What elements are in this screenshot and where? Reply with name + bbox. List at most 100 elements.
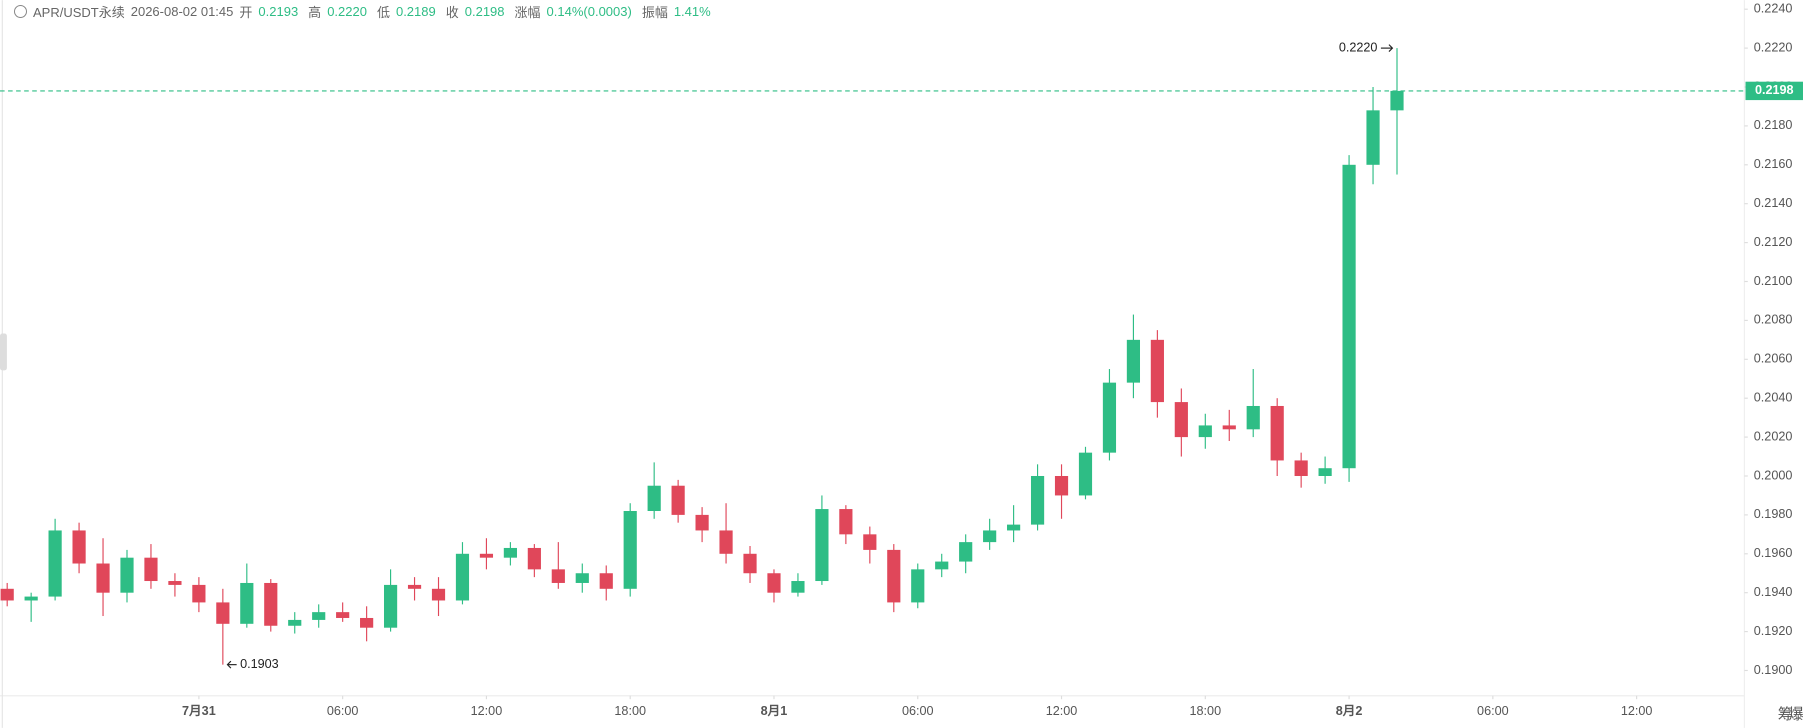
y-tick-label: 0.2240	[1754, 2, 1793, 16]
ohlc-header: APR/USDT永续 2026-08-02 01:45 开 0.2193 高 0.22…	[14, 2, 715, 21]
candle-body	[1222, 425, 1236, 430]
candle-body	[1078, 452, 1093, 496]
header-label: 开	[239, 5, 253, 20]
header-value: 0.14%(0.0003)	[546, 4, 632, 19]
tool-button[interactable]: 爆	[1789, 706, 1803, 723]
candle-body	[96, 563, 110, 593]
candle-body	[431, 588, 446, 601]
x-tick-label: 7月31	[182, 704, 216, 718]
x-tick-label: 18:00	[1190, 704, 1222, 718]
candle-body	[1126, 339, 1141, 383]
candle-body	[407, 584, 422, 589]
y-tick-label: 0.1980	[1754, 507, 1793, 521]
header-label: 低	[376, 5, 390, 20]
candle-body	[1102, 382, 1117, 453]
low-label: 0.1903	[240, 657, 279, 671]
candle-body	[695, 514, 709, 531]
candle-body	[1390, 90, 1404, 111]
y-tick-label: 0.2000	[1754, 468, 1793, 482]
y-tick-label: 0.1940	[1754, 585, 1793, 599]
x-tick-label: 06:00	[327, 704, 359, 718]
candle-body	[719, 530, 733, 554]
candle-body	[1174, 402, 1188, 438]
y-tick-label: 0.2220	[1754, 40, 1793, 54]
candle-body	[1318, 468, 1332, 476]
candle-body	[168, 581, 182, 585]
candle-body	[959, 542, 973, 562]
last-price-tag	[1745, 81, 1803, 101]
y-tick-label: 0.1920	[1754, 624, 1793, 638]
x-tick-label: 06:00	[902, 704, 934, 718]
candle-body	[791, 581, 805, 593]
candle-body	[575, 573, 589, 583]
candle-body	[240, 582, 254, 624]
candle-body	[935, 561, 949, 570]
candle-body	[455, 553, 470, 601]
x-tick-label: 18:00	[614, 704, 646, 718]
candle-body	[24, 596, 38, 601]
x-tick-label: 06:00	[1477, 704, 1509, 718]
candle-body	[1198, 425, 1212, 438]
header-label: 涨幅	[514, 5, 541, 20]
candle-body	[312, 612, 326, 620]
header-label: 高	[308, 5, 322, 20]
candle-body	[72, 530, 86, 564]
candle-body	[1294, 460, 1308, 476]
candle-body	[767, 573, 781, 593]
y-tick-label: 0.2140	[1754, 196, 1793, 210]
y-tick-label: 0.2020	[1754, 429, 1793, 443]
header-value: 1.41%	[673, 4, 711, 19]
candle-body	[887, 549, 901, 603]
candle-body	[216, 602, 230, 624]
header-value: 0.2220	[327, 4, 367, 19]
candle-body	[815, 509, 829, 582]
candle-body	[336, 612, 350, 618]
x-tick-label: 8月2	[1336, 704, 1363, 718]
candle-body	[0, 588, 14, 601]
header-value: 0.2198	[464, 4, 505, 19]
y-tick-label: 0.2040	[1754, 391, 1793, 405]
time: 2026-08-02 01:45	[130, 4, 234, 19]
candle-body	[264, 582, 278, 626]
candle-body	[48, 530, 62, 597]
y-tick-label: 0.2180	[1754, 118, 1793, 132]
header-value: 0.2193	[258, 4, 299, 19]
candle-body	[983, 530, 997, 543]
candle-body	[1007, 524, 1021, 531]
y-tick-label: 0.2060	[1754, 352, 1793, 366]
arrow-head	[1388, 44, 1394, 52]
candle-body	[503, 547, 517, 558]
side-handle[interactable]	[0, 333, 7, 371]
candle-body	[671, 485, 685, 515]
y-tick-label: 0.2100	[1754, 274, 1793, 288]
candle-body	[599, 573, 613, 589]
header-value: 0.2189	[395, 4, 436, 19]
candle-body	[1366, 110, 1380, 165]
candle-body	[479, 553, 494, 558]
tool-button[interactable]: 筹	[1778, 706, 1793, 723]
x-tick-label: 8月1	[761, 704, 788, 718]
candle-body	[551, 569, 565, 583]
x-tick-label: 12:00	[1621, 704, 1653, 718]
candle-body	[911, 569, 925, 603]
y-tick-label: 0.1900	[1754, 663, 1793, 677]
header-label: 振幅	[641, 5, 668, 20]
candle-body	[839, 509, 853, 535]
x-tick-label: 12:00	[471, 704, 503, 718]
candle-body	[192, 584, 206, 603]
collapse-icon[interactable]	[14, 5, 27, 18]
candle-body	[288, 619, 302, 626]
y-tick-label: 0.2080	[1754, 313, 1793, 327]
candle-body	[527, 547, 541, 570]
candle-body	[743, 553, 757, 574]
last-price-label: 0.2198	[1755, 83, 1794, 97]
candle-body	[1150, 339, 1164, 403]
candle-body	[863, 534, 877, 550]
high-label: 0.2220	[1339, 40, 1378, 54]
x-tick-label: 12:00	[1046, 704, 1078, 718]
header-label: 收	[445, 5, 459, 20]
candle-body	[1270, 405, 1284, 461]
candle-body	[1054, 475, 1069, 496]
